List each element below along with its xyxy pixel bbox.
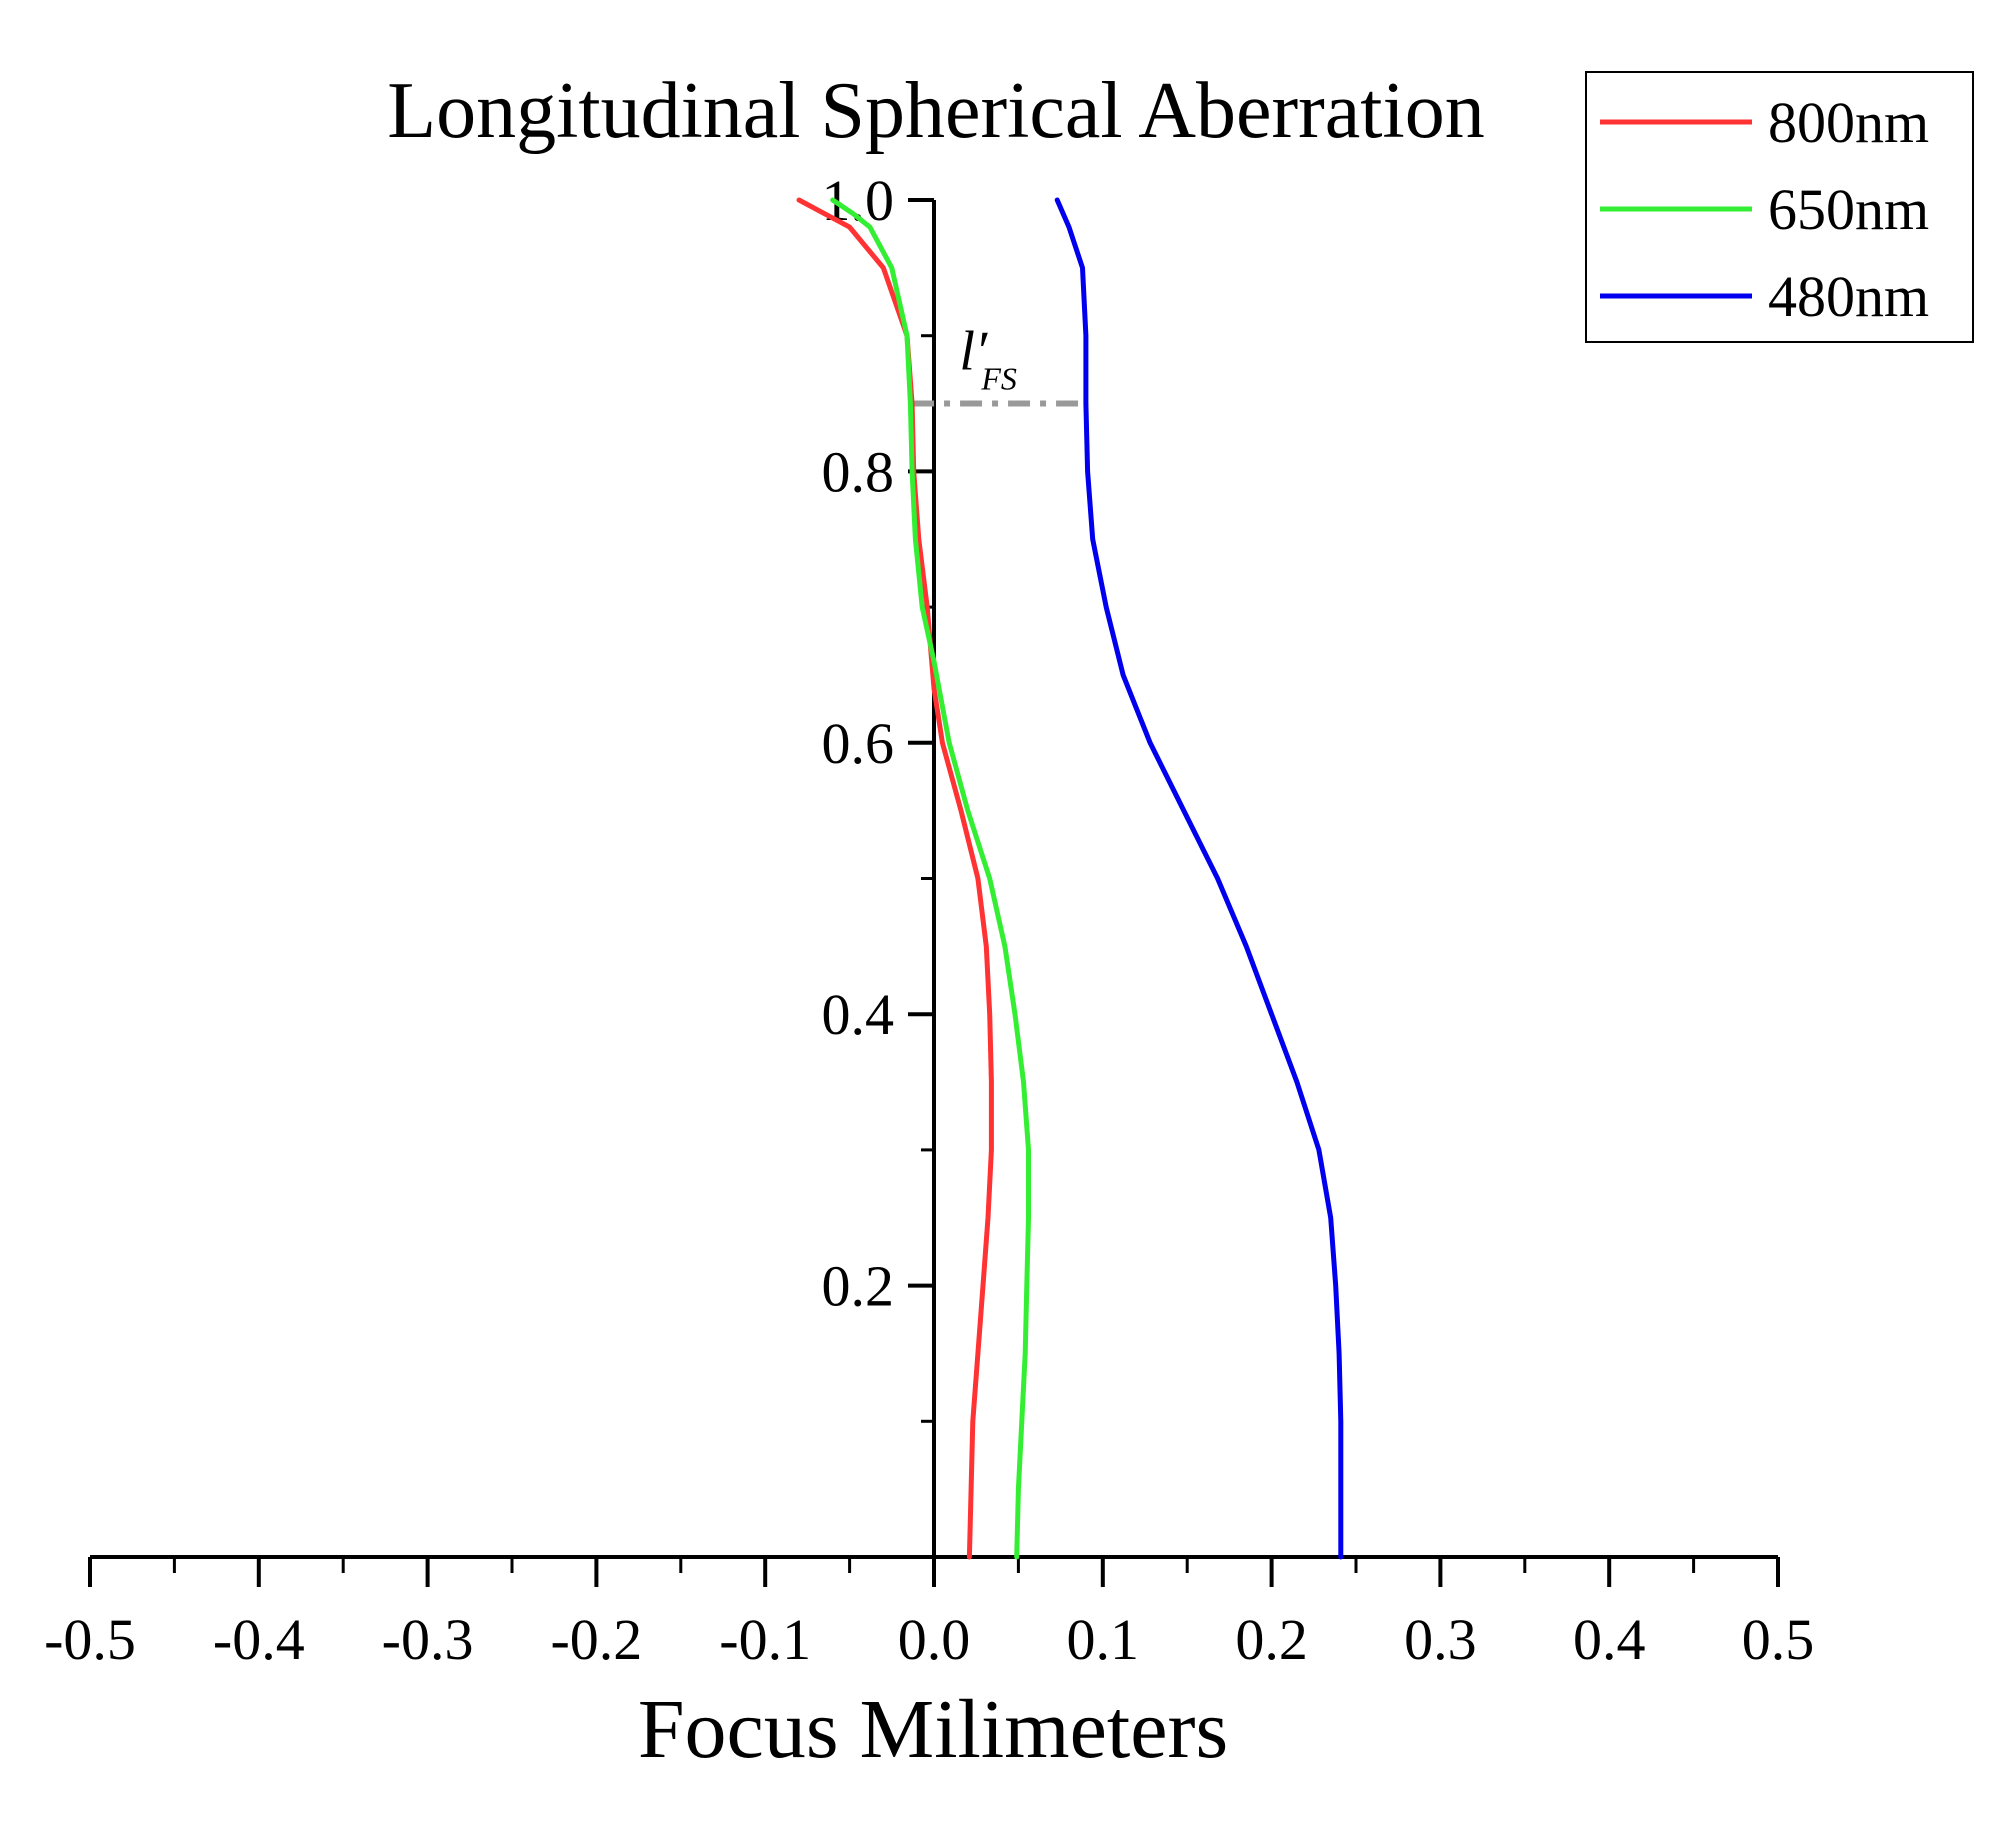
x-tick-label: 0.2 [1235, 1607, 1308, 1672]
y-tick-label: 0.6 [822, 711, 895, 776]
x-tick-label: -0.5 [44, 1607, 136, 1672]
y-tick-label: 0.4 [822, 982, 895, 1047]
x-tick-label: 0.5 [1742, 1607, 1815, 1672]
legend: 800nm 650nm 480nm [1585, 71, 1974, 343]
x-tick-label: -0.3 [382, 1607, 474, 1672]
x-tick-label: 0.0 [898, 1607, 971, 1672]
chart-title: Longitudinal Spherical Aberration [387, 67, 1485, 155]
x-axis-label: Focus Milimeters [638, 1683, 1228, 1776]
annotations: l′FS [959, 321, 1017, 397]
x-tick-label: -0.4 [213, 1607, 305, 1672]
x-tick-label: 0.4 [1573, 1607, 1646, 1672]
x-tick-label: -0.1 [719, 1607, 811, 1672]
legend-label-480nm: 480nm [1768, 264, 1929, 329]
axes: -0.5 -0.4 -0.3 -0.2 -0.1 0.0 0.1 0.2 0.3 0.4 0.5 0.… [44, 168, 1814, 1672]
y-tick-label: 0.2 [822, 1254, 895, 1319]
series-lines [796, 197, 1344, 1560]
y-tick-label: 0.8 [822, 439, 895, 504]
x-tick-label: 0.1 [1067, 1607, 1140, 1672]
x-tick-label: 0.3 [1404, 1607, 1477, 1672]
annotation-lfs: l′ [959, 321, 988, 383]
series-line-800nm [796, 197, 994, 1560]
series-line-650nm [830, 197, 1031, 1560]
annotation-lfs-subscript: FS [980, 361, 1017, 397]
series-line-480nm [1054, 197, 1344, 1560]
x-tick-label: -0.2 [550, 1607, 642, 1672]
legend-label-800nm: 800nm [1768, 90, 1929, 155]
legend-label-650nm: 650nm [1768, 177, 1929, 242]
